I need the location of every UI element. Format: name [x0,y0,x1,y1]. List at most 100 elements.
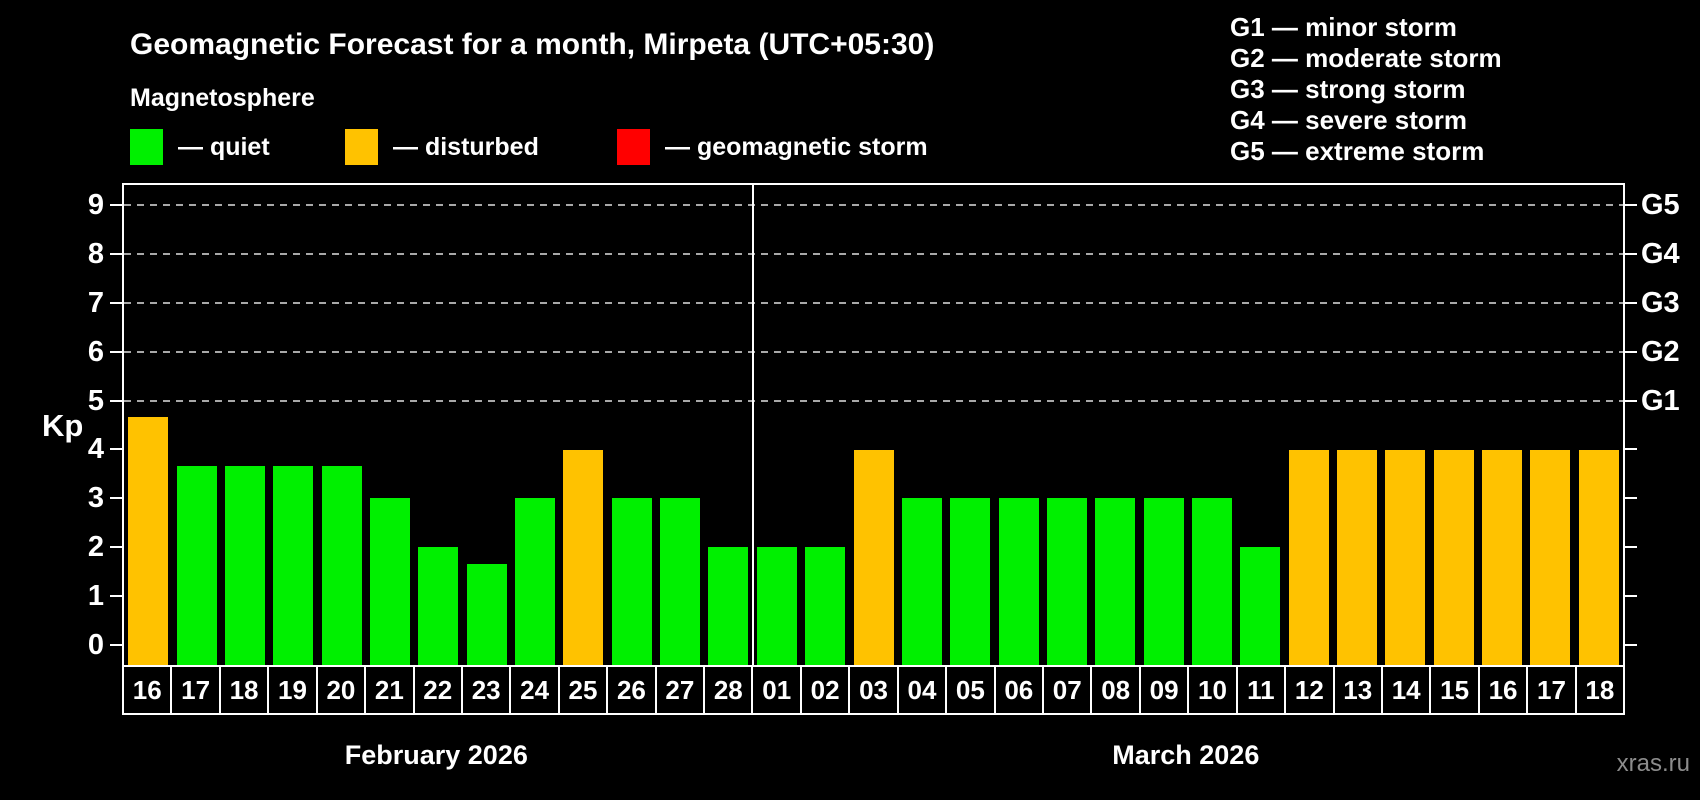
left-tick-7 [110,301,122,304]
kp-bar-day-07 [1046,498,1087,665]
left-tick-2 [110,546,122,549]
kp-bar-day-10 [1191,498,1232,665]
kp-bar-day-11 [1240,547,1281,665]
g2-legend-row: G2 — moderate storm [1230,43,1502,73]
plot-area: 0 1 2 3 4 5 6 7 8 9 G1 G2 G3 G4 G5 [88,183,1680,667]
left-tick-6 [110,350,122,353]
kp-bar-day-25 [563,449,604,665]
right-tick-5 [1625,399,1637,402]
kp-bar-day-27 [660,498,701,665]
g5-legend-row: G5 — extreme storm [1230,136,1485,166]
right-tick-7 [1625,301,1637,304]
kp-bar-day-24 [515,498,556,665]
day-label-cell: 07 [1042,665,1093,715]
kp-bar-day-15 [1433,449,1474,665]
gridline-kp-5 [124,399,1623,402]
g1-legend-row: G1 — minor storm [1230,12,1457,42]
day-label-cell: 16 [1477,665,1529,715]
kp-bar-day-22 [418,547,459,665]
kp-bar-day-14 [1385,449,1426,665]
right-tick-2 [1625,546,1637,549]
kp-bar-day-17 [1530,449,1571,665]
kp-bar-day-26 [611,498,652,665]
day-label-cell: 24 [509,665,560,715]
chart-subtitle: Magnetosphere [130,84,315,112]
day-label-cell: 23 [460,665,512,715]
chart-title: Geomagnetic Forecast for a month, Mirpet… [130,28,935,61]
day-label-cell: 17 [1526,665,1577,715]
day-label-cell: 22 [412,665,463,715]
day-label-cell: 14 [1380,665,1432,715]
day-label-cell: 13 [1332,665,1383,715]
right-tick-1 [1625,595,1637,598]
right-tick-9 [1625,203,1637,206]
y-axis-title: Kp [42,408,84,443]
left-tick-3 [110,497,122,500]
kp-bar-day-02 [805,547,846,665]
gridline-kp-7 [124,301,1623,304]
day-label-cell: 06 [993,665,1045,715]
left-tick-0 [110,644,122,647]
gridline-kp-8 [124,252,1623,255]
day-label-cell: 03 [848,665,899,715]
day-label-cell: 16 [122,665,173,715]
day-label-cell: 21 [364,665,415,715]
legend-storm-label: — geomagnetic storm [665,132,928,161]
day-label-cell: 28 [703,665,754,715]
day-label-cell: 17 [170,665,221,715]
storm-color-swatch [617,129,650,165]
day-label-cell: 05 [945,665,996,715]
day-label-cell: 25 [557,665,609,715]
gridline-kp-6 [124,350,1623,353]
right-tick-8 [1625,252,1637,255]
kp-bar-day-05 [950,498,991,665]
day-label-cell: 20 [315,665,367,715]
right-tick-3 [1625,497,1637,500]
kp-bar-day-01 [756,547,797,665]
g4-legend-row: G4 — severe storm [1230,105,1468,135]
day-label-cell: 09 [1138,665,1190,715]
kp-bar-day-21 [369,498,410,665]
day-label-cell: 11 [1235,665,1287,715]
day-label-cell: 04 [896,665,948,715]
kp-bar-day-28 [708,547,749,665]
legend-disturbed-label: — disturbed [393,132,539,161]
right-tick-6 [1625,350,1637,353]
kp-bar-day-17 [176,465,217,665]
day-label-cell: 27 [654,665,706,715]
day-label-cell: 08 [1090,665,1141,715]
kp-bar-day-18 [1578,449,1619,665]
right-tick-0 [1625,644,1637,647]
g-scale-legend: G1 — minor storm G2 — moderate storm G3 … [1230,12,1502,167]
month-label-february: February 2026 [344,740,528,770]
right-tick-4 [1625,448,1637,451]
day-label-cell: 01 [751,665,802,715]
watermark: xras.ru [1616,750,1690,777]
kp-bar-day-13 [1337,449,1378,665]
day-label-cell: 26 [606,665,657,715]
g3-legend-row: G3 — strong storm [1230,74,1466,104]
gridline-kp-9 [124,203,1623,206]
kp-bar-day-06 [998,498,1039,665]
month-label-march: March 2026 [1112,740,1260,770]
day-label-cell: 10 [1187,665,1238,715]
disturbed-color-swatch [345,129,378,165]
day-label-cell: 19 [267,665,318,715]
day-axis-row: 16 17 18 19 20 21 22 23 24 25 26 27 28 01 02 03 04 05 06 07… [122,665,1626,715]
left-tick-4 [110,448,122,451]
kp-bar-day-18 [224,465,265,665]
legend-item-quiet: — quiet [130,128,270,166]
left-tick-1 [110,595,122,598]
left-tick-5 [110,399,122,402]
kp-bar-day-08 [1095,498,1136,665]
kp-bar-day-20 [321,465,362,665]
quiet-color-swatch [130,129,163,165]
kp-bar-day-03 [853,449,894,665]
legend-quiet-label: — quiet [178,132,270,161]
left-tick-9 [110,203,122,206]
kp-bar-day-23 [466,563,507,665]
kp-bar-day-09 [1143,498,1184,665]
legend-item-storm: — geomagnetic storm [617,128,928,166]
day-label-cell: 18 [218,665,270,715]
